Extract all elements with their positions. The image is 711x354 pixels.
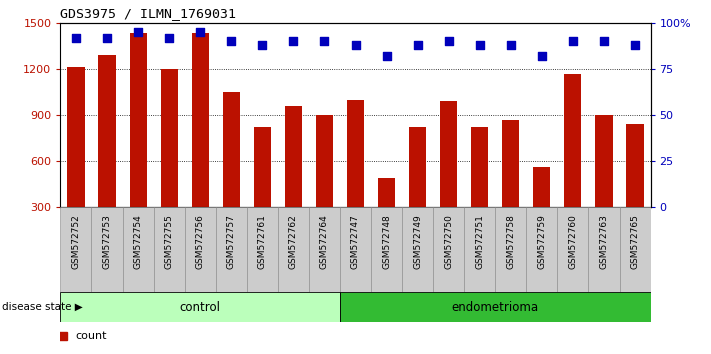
Point xyxy=(225,39,237,44)
Text: GSM572759: GSM572759 xyxy=(538,214,546,269)
Bar xyxy=(626,124,643,207)
Text: GSM572754: GSM572754 xyxy=(134,214,143,269)
Text: GSM572756: GSM572756 xyxy=(196,214,205,269)
Text: GSM572758: GSM572758 xyxy=(506,214,515,269)
Text: disease state ▶: disease state ▶ xyxy=(2,302,83,312)
Text: control: control xyxy=(180,301,220,314)
Text: GSM572748: GSM572748 xyxy=(382,214,391,269)
Bar xyxy=(340,292,651,322)
Bar xyxy=(371,207,402,292)
Bar xyxy=(185,207,215,292)
Bar xyxy=(440,101,457,207)
Point xyxy=(164,35,175,41)
Text: GSM572762: GSM572762 xyxy=(289,214,298,269)
Text: GSM572751: GSM572751 xyxy=(475,214,484,269)
Bar xyxy=(402,207,433,292)
Point xyxy=(288,39,299,44)
Bar xyxy=(247,207,278,292)
Bar xyxy=(464,207,496,292)
Point xyxy=(257,42,268,48)
Bar xyxy=(60,292,340,322)
Point xyxy=(319,39,330,44)
Bar xyxy=(278,207,309,292)
Bar xyxy=(589,207,619,292)
Bar xyxy=(557,207,589,292)
Text: GSM572760: GSM572760 xyxy=(568,214,577,269)
Text: GDS3975 / ILMN_1769031: GDS3975 / ILMN_1769031 xyxy=(60,7,237,21)
Bar xyxy=(154,207,185,292)
Bar xyxy=(215,207,247,292)
Bar xyxy=(161,69,178,207)
Point xyxy=(598,39,609,44)
Bar xyxy=(223,92,240,207)
Bar xyxy=(316,115,333,207)
Point xyxy=(505,42,516,48)
Bar xyxy=(254,127,271,207)
Bar xyxy=(565,74,582,207)
Point xyxy=(70,35,82,41)
Bar xyxy=(502,120,519,207)
Point xyxy=(629,42,641,48)
Point xyxy=(132,29,144,35)
Point xyxy=(443,39,454,44)
Bar xyxy=(285,106,302,207)
Text: endometrioma: endometrioma xyxy=(451,301,539,314)
Text: GSM572752: GSM572752 xyxy=(72,214,80,269)
Point xyxy=(567,39,579,44)
Bar xyxy=(378,178,395,207)
Point xyxy=(536,53,547,59)
Text: GSM572765: GSM572765 xyxy=(631,214,639,269)
Text: GSM572761: GSM572761 xyxy=(258,214,267,269)
Text: GSM572750: GSM572750 xyxy=(444,214,453,269)
Bar xyxy=(309,207,340,292)
Bar xyxy=(595,115,612,207)
Point xyxy=(350,42,361,48)
Bar xyxy=(340,207,371,292)
Text: GSM572753: GSM572753 xyxy=(102,214,112,269)
Text: GSM572757: GSM572757 xyxy=(227,214,236,269)
Text: GSM572747: GSM572747 xyxy=(351,214,360,269)
Bar xyxy=(60,207,92,292)
Text: GSM572764: GSM572764 xyxy=(320,214,329,269)
Bar xyxy=(533,167,550,207)
Bar xyxy=(192,33,209,207)
Point xyxy=(102,35,113,41)
Point xyxy=(412,42,423,48)
Point xyxy=(474,42,486,48)
Bar xyxy=(496,207,526,292)
Text: GSM572749: GSM572749 xyxy=(413,214,422,269)
Bar xyxy=(471,127,488,207)
Bar xyxy=(347,100,364,207)
Bar xyxy=(619,207,651,292)
Bar xyxy=(99,55,116,207)
Bar xyxy=(122,207,154,292)
Bar xyxy=(68,68,85,207)
Bar xyxy=(92,207,122,292)
Bar xyxy=(526,207,557,292)
Bar xyxy=(409,127,426,207)
Point xyxy=(195,29,206,35)
Text: GSM572763: GSM572763 xyxy=(599,214,609,269)
Text: GSM572755: GSM572755 xyxy=(165,214,173,269)
Bar xyxy=(433,207,464,292)
Text: count: count xyxy=(75,331,107,341)
Point xyxy=(381,53,392,59)
Bar xyxy=(129,33,146,207)
